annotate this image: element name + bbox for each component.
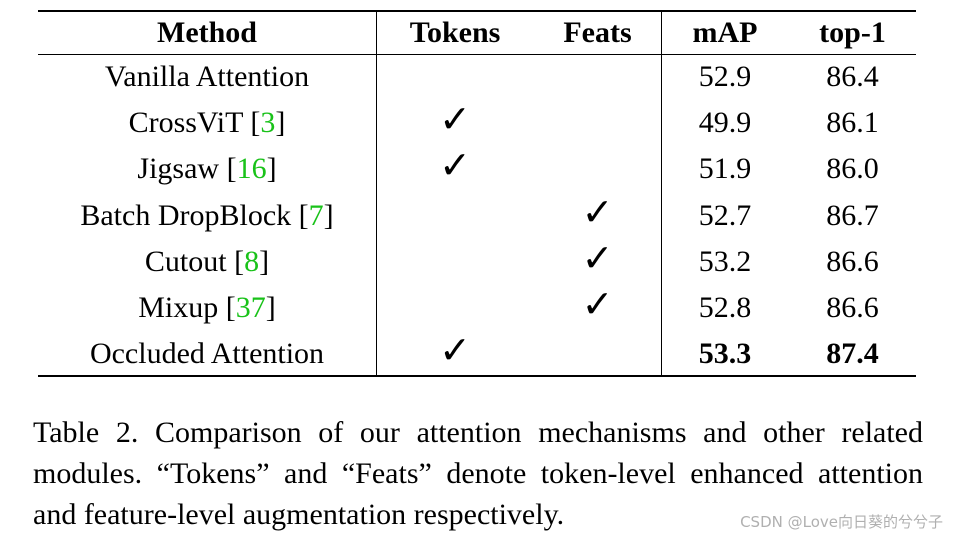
map-value: 49.9 xyxy=(698,106,752,140)
citation-link[interactable]: 3 xyxy=(260,106,276,140)
method-name: Mixup xyxy=(138,291,219,324)
method-name-cell: Cutout [8] xyxy=(144,244,270,278)
top1-value: 86.6 xyxy=(826,291,879,324)
method-name: Cutout xyxy=(144,244,227,278)
map-value: 52.9 xyxy=(698,60,752,93)
method-name-cell: Mixup [37] xyxy=(138,291,276,324)
watermark: CSDN @Love向日葵的兮兮子 xyxy=(740,513,943,531)
top1-value: 87.4 xyxy=(826,337,879,371)
header-map: mAP xyxy=(692,16,758,49)
table-caption: Table 2. Comparison of our attention mec… xyxy=(33,416,923,531)
header-feats: Feats xyxy=(563,16,632,49)
method-name: Occluded Attention xyxy=(89,337,325,371)
citation-link[interactable]: 7 xyxy=(308,198,324,232)
top1-value: 86.6 xyxy=(826,244,879,278)
tokens-check-icon: ✓ xyxy=(439,143,471,188)
tokens-check-icon: ✓ xyxy=(439,328,471,373)
top1-value: 86.0 xyxy=(826,152,879,186)
map-value: 52.8 xyxy=(698,291,752,324)
method-name-cell: CrossViT [3] xyxy=(128,106,286,140)
header-method: Method xyxy=(157,16,257,49)
citation-link[interactable]: 8 xyxy=(244,244,260,278)
top1-value: 86.4 xyxy=(826,60,879,93)
citation-link[interactable]: 37 xyxy=(235,291,266,324)
map-value: 53.2 xyxy=(698,244,752,278)
table-top-rule xyxy=(38,10,916,12)
feats-check-icon: ✓ xyxy=(581,235,614,280)
table-divider-method xyxy=(376,11,377,375)
header-tokens: Tokens xyxy=(409,16,501,49)
table-header-rule xyxy=(38,54,916,55)
map-value: 52.7 xyxy=(698,198,752,232)
table-bottom-rule xyxy=(38,375,916,377)
top1-value: 86.1 xyxy=(826,106,879,140)
method-name-cell: Occluded Attention xyxy=(38,331,376,377)
citation-link[interactable]: 16 xyxy=(236,152,267,186)
feats-check-icon: ✓ xyxy=(581,189,614,234)
method-name-cell: Jigsaw [16] xyxy=(137,152,277,186)
method-name: CrossViT xyxy=(128,106,243,140)
feats-check-icon: ✓ xyxy=(581,282,614,326)
map-value: 53.3 xyxy=(698,337,752,371)
method-name-cell: Batch DropBlock [7] xyxy=(80,198,334,232)
method-name-cell: Vanilla Attention xyxy=(38,54,376,100)
method-name: Batch DropBlock xyxy=(80,198,292,232)
tokens-check-icon: ✓ xyxy=(439,97,471,142)
method-name: Vanilla Attention xyxy=(104,60,310,93)
method-name: Jigsaw xyxy=(137,152,220,186)
map-value: 51.9 xyxy=(698,152,752,186)
table-divider-metrics xyxy=(661,11,662,375)
top1-value: 86.7 xyxy=(826,198,879,232)
header-top1: top-1 xyxy=(819,16,886,49)
